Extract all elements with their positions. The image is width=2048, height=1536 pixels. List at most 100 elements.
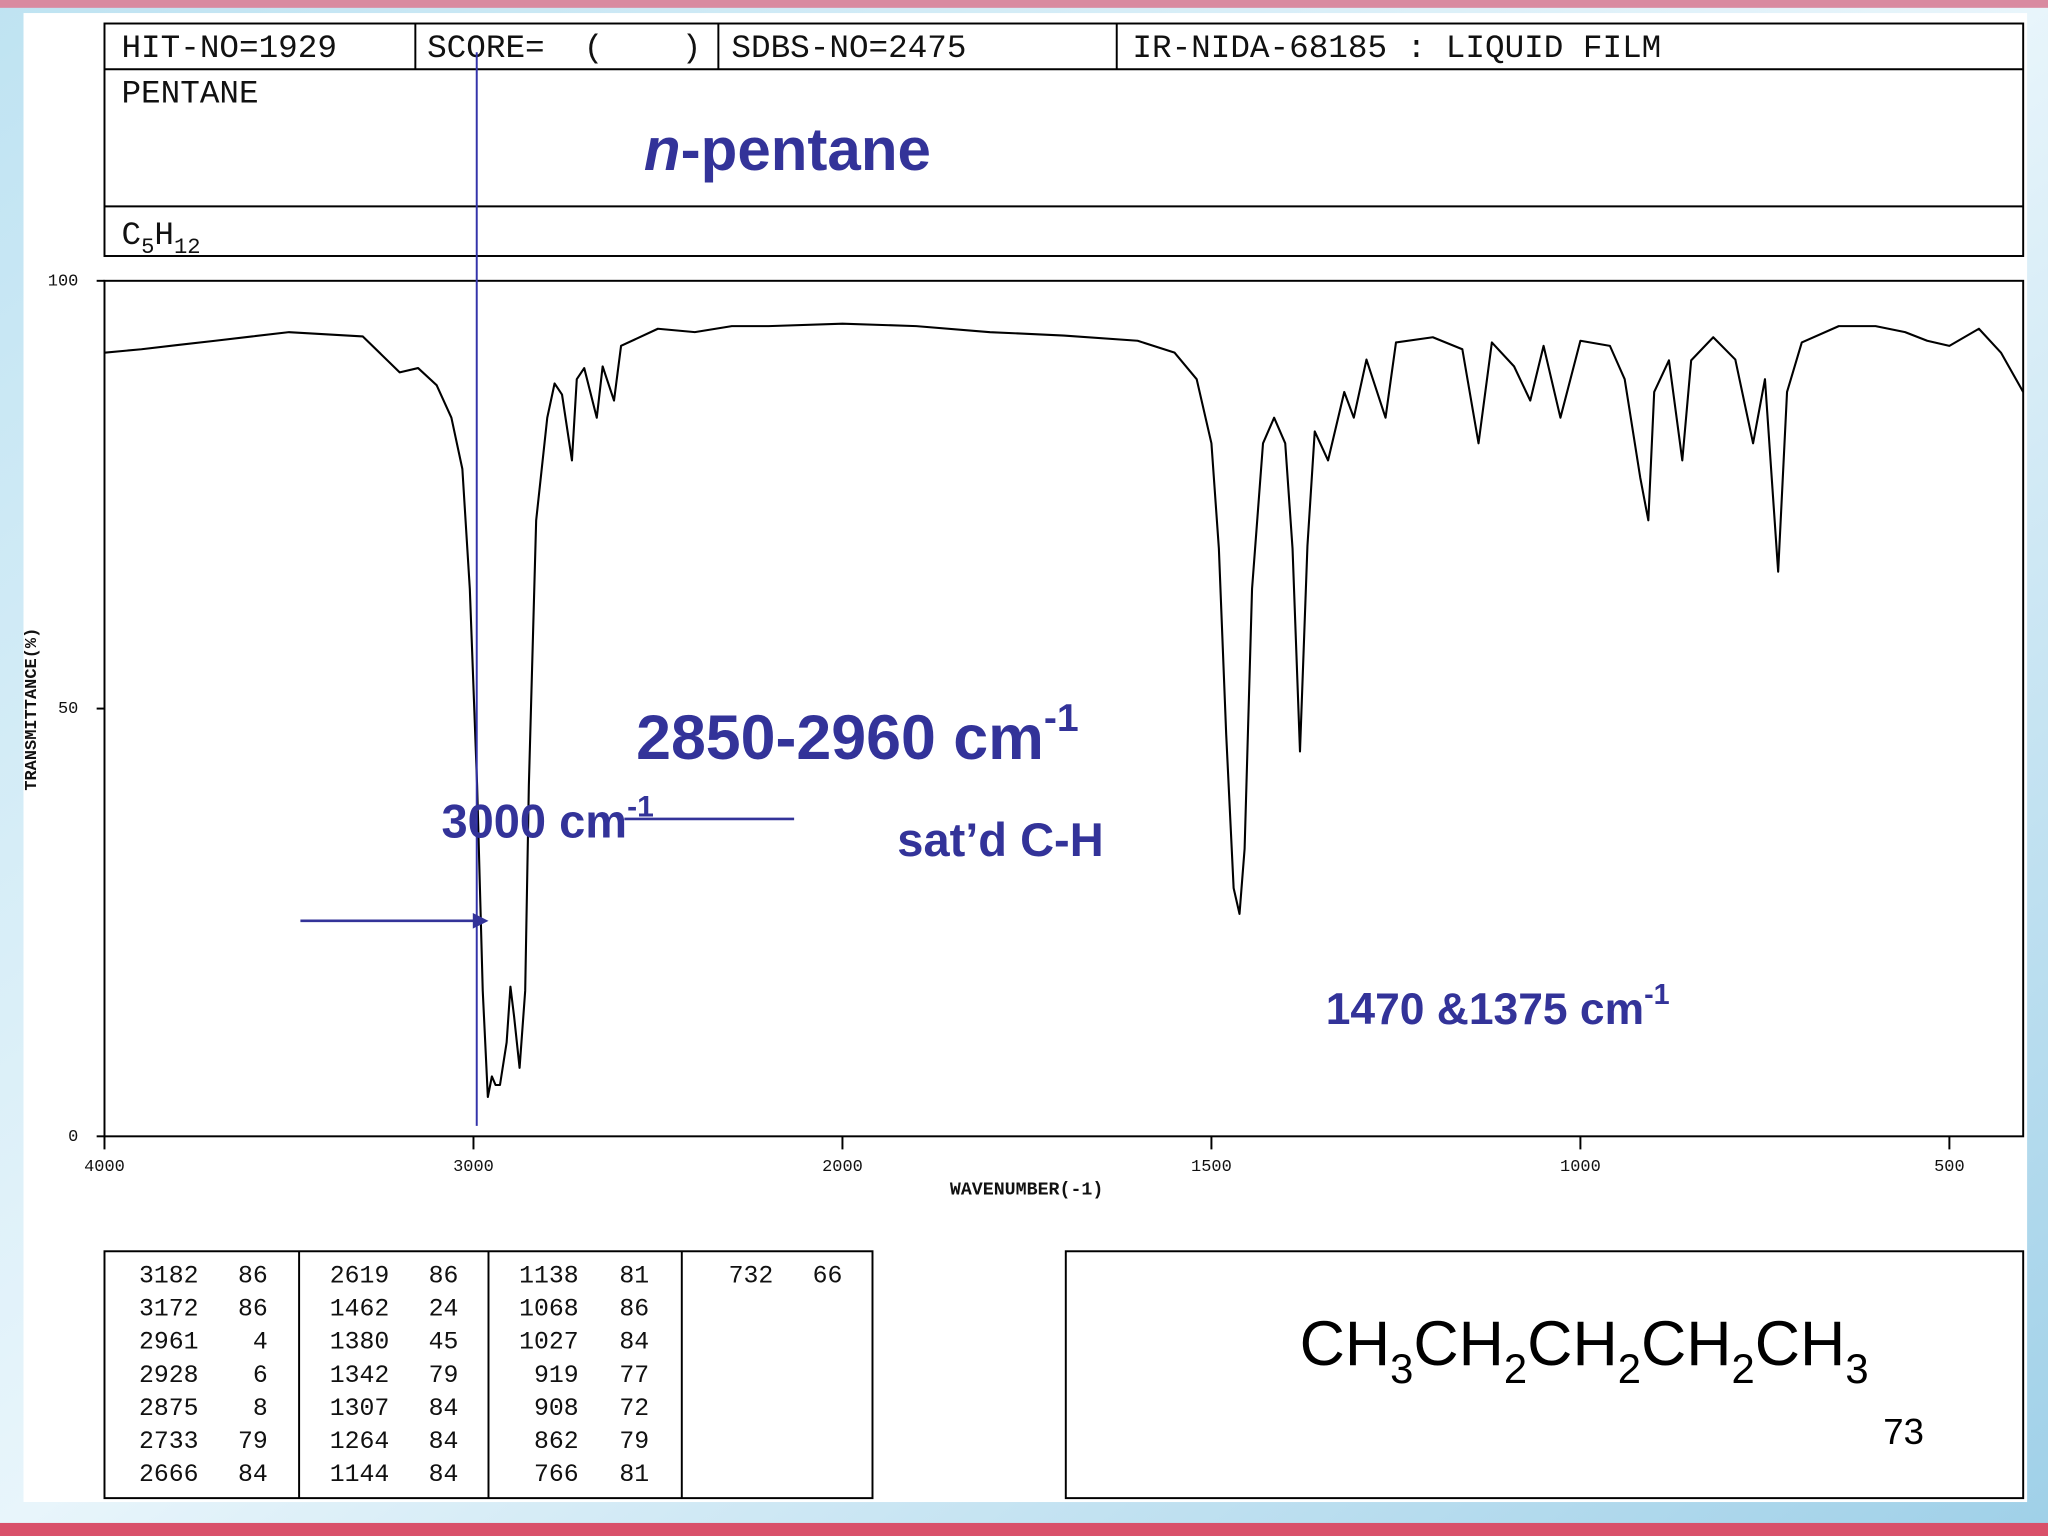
y-tick-label: 50 — [58, 700, 78, 719]
structure-part: CH — [1641, 1308, 1732, 1378]
peak-transmittance: 72 — [619, 1395, 649, 1423]
peak-table: 3182 86 3172 86 2961 4 2928 6 2875 8 2733 79 2666 84 2… — [139, 1263, 842, 1489]
peak-wavenumber: 2928 — [139, 1362, 199, 1390]
annotation: 2850-2960 cm-1 — [636, 697, 1079, 773]
x-tick-label: 2000 — [822, 1158, 863, 1177]
peak-wavenumber: 1068 — [519, 1296, 579, 1324]
score: SCORE= ( ) — [427, 30, 701, 67]
sdbs-no: SDBS-NO=2475 — [731, 30, 966, 67]
peak-transmittance: 86 — [238, 1296, 268, 1324]
peak-transmittance: 81 — [619, 1263, 649, 1291]
peak-wavenumber: 1027 — [519, 1329, 579, 1357]
peak-wavenumber: 3172 — [139, 1296, 199, 1324]
peak-transmittance: 79 — [619, 1428, 649, 1456]
x-tick-label: 1500 — [1191, 1158, 1232, 1177]
peak-transmittance: 86 — [238, 1263, 268, 1291]
structure-formula: CH3CH2CH2CH2CH3 — [1300, 1308, 1869, 1391]
annotation-text: sat’d C-H — [897, 813, 1103, 866]
peak-transmittance: 86 — [429, 1263, 459, 1291]
peak-wavenumber: 919 — [534, 1362, 579, 1390]
hit-no: HIT-NO=1929 — [121, 30, 336, 67]
y-tick-label: 100 — [48, 272, 79, 291]
chart-title: n-pentane — [644, 116, 931, 183]
peak-wavenumber: 2875 — [139, 1395, 199, 1423]
x-axis-label: WAVENUMBER(-1) — [950, 1181, 1103, 1201]
annotation-text: 1470 &1375 cm — [1326, 985, 1644, 1034]
peak-transmittance: 86 — [619, 1296, 649, 1324]
peak-transmittance: 84 — [429, 1395, 459, 1423]
compound-name: PENTANE — [121, 76, 258, 113]
bottom-strip — [0, 1522, 2048, 1536]
structure-part: CH — [1300, 1308, 1391, 1378]
peak-transmittance: 79 — [238, 1428, 268, 1456]
page-number: 73 — [1883, 1411, 1924, 1452]
peak-transmittance: 6 — [253, 1362, 268, 1390]
annotation-sup: -1 — [1644, 979, 1670, 1011]
annotation-sup: -1 — [1044, 697, 1079, 740]
structure-part: CH — [1527, 1308, 1618, 1378]
peak-transmittance: 79 — [429, 1362, 459, 1390]
peak-wavenumber: 1342 — [330, 1362, 390, 1390]
peak-wavenumber: 908 — [534, 1395, 579, 1423]
peak-transmittance: 84 — [238, 1461, 268, 1489]
peak-wavenumber: 1264 — [330, 1428, 390, 1456]
peak-transmittance: 84 — [429, 1428, 459, 1456]
formula-part: C — [121, 217, 141, 254]
peak-transmittance: 45 — [429, 1329, 459, 1357]
peak-transmittance: 24 — [429, 1296, 459, 1324]
peak-wavenumber: 1462 — [330, 1296, 390, 1324]
structure-box — [1064, 1250, 2025, 1500]
peak-wavenumber: 2666 — [139, 1461, 199, 1489]
peak-wavenumber: 732 — [729, 1263, 774, 1291]
x-tick-label: 500 — [1934, 1158, 1965, 1177]
peak-transmittance: 66 — [813, 1263, 843, 1291]
peak-transmittance: 84 — [429, 1461, 459, 1489]
peak-wavenumber: 862 — [534, 1428, 579, 1456]
annotation-sup: -1 — [627, 791, 654, 824]
peak-wavenumber: 766 — [534, 1461, 579, 1489]
annotation: 3000 cm-1 — [441, 791, 653, 848]
annotation: 1470 &1375 cm-1 — [1326, 979, 1670, 1034]
structure-sub: 2 — [1504, 1344, 1527, 1391]
x-tick-label: 4000 — [84, 1158, 125, 1177]
peak-wavenumber: 1307 — [330, 1395, 390, 1423]
header-frame — [103, 22, 2025, 257]
x-tick-label: 1000 — [1560, 1158, 1601, 1177]
peak-wavenumber: 1138 — [519, 1263, 579, 1291]
plot: 0 50 100 4000 3000 2000 1500 1000 500 — [48, 272, 2025, 1177]
formula-part: H — [154, 217, 174, 254]
x-tick-label: 3000 — [453, 1158, 494, 1177]
arrow-head — [472, 912, 489, 929]
annotation: sat’d C-H — [897, 813, 1103, 866]
peak-transmittance: 81 — [619, 1461, 649, 1489]
formula-sub: 12 — [174, 235, 201, 260]
peak-transmittance: 77 — [619, 1362, 649, 1390]
peak-transmittance: 84 — [619, 1329, 649, 1357]
formula-sub: 5 — [141, 235, 154, 260]
structure-sub: 3 — [1845, 1344, 1868, 1391]
peak-wavenumber: 1144 — [330, 1461, 390, 1489]
peak-transmittance: 4 — [253, 1329, 268, 1357]
peak-wavenumber: 2733 — [139, 1428, 199, 1456]
title-rest: -pentane — [681, 116, 931, 183]
annotation-text: 2850-2960 cm — [636, 702, 1044, 772]
peak-transmittance: 8 — [253, 1395, 268, 1423]
molecular-formula: C5H12 — [121, 217, 200, 261]
structure-part: CH — [1413, 1308, 1504, 1378]
y-axis-label: TRANSMITTANCE(%) — [23, 628, 42, 791]
content-area — [23, 13, 2028, 1503]
structure-part: CH — [1755, 1308, 1846, 1378]
peak-table-frame — [103, 1250, 874, 1500]
top-strip — [0, 0, 2048, 8]
structure-sub: 3 — [1390, 1344, 1413, 1391]
y-tick-label: 0 — [68, 1128, 78, 1147]
title-italic: n — [644, 116, 681, 183]
structure-sub: 2 — [1732, 1344, 1755, 1391]
peak-wavenumber: 3182 — [139, 1263, 199, 1291]
spectrum-line — [104, 322, 2025, 1099]
source: IR-NIDA-68185 : LIQUID FILM — [1132, 30, 1661, 67]
annotation-text: 3000 cm — [441, 795, 627, 848]
peak-wavenumber: 1380 — [330, 1329, 390, 1357]
